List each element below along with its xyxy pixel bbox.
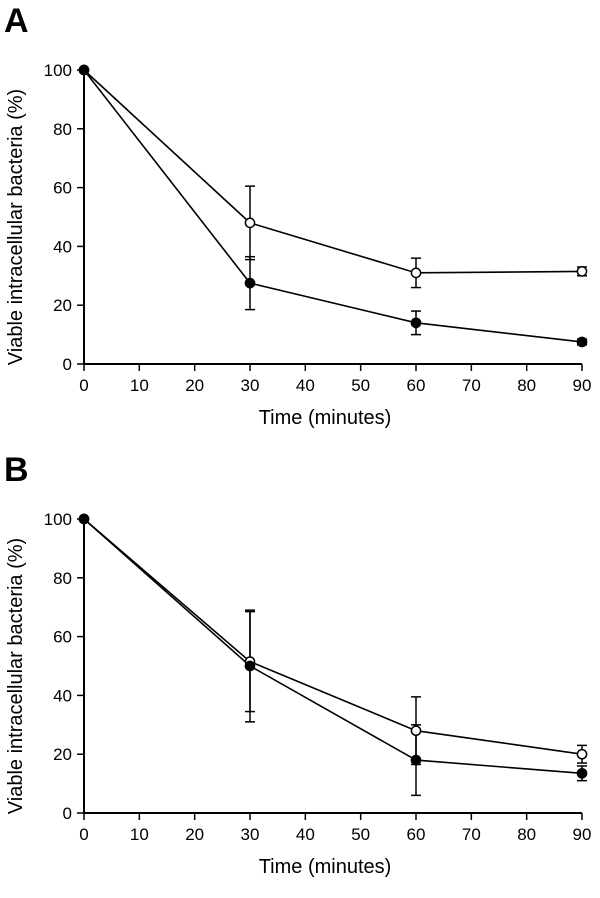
- x-tick-label: 10: [130, 825, 149, 844]
- y-tick-label: 20: [53, 745, 72, 764]
- y-tick-label: 0: [63, 355, 72, 374]
- x-tick-label: 0: [79, 376, 88, 395]
- series-line: [83, 69, 583, 274]
- data-point-filled: [576, 336, 588, 348]
- panel-label: B: [4, 451, 29, 489]
- y-axis-label: Viable intracellular bacteria (%): [5, 89, 27, 365]
- data-point-filled: [410, 754, 422, 766]
- x-tick-label: 90: [573, 825, 592, 844]
- y-tick-label: 80: [53, 120, 72, 139]
- panel-label: A: [4, 2, 29, 40]
- x-tick-label: 80: [517, 376, 536, 395]
- series-line: [83, 69, 583, 343]
- chart-panel-a: A 0 10 20 30 40 50 60 70 80 90 0 20 40 60 80 100 Time (m…: [4, 2, 592, 429]
- data-point-open: [410, 725, 422, 737]
- data-point-open: [576, 748, 588, 760]
- x-tick-label: 20: [185, 825, 204, 844]
- y-tick-label: 0: [63, 804, 72, 823]
- x-tick-label: 60: [407, 376, 426, 395]
- data-point-open: [244, 217, 256, 229]
- x-tick-label: 60: [407, 825, 426, 844]
- y-tick-label: 100: [44, 510, 72, 529]
- x-tick-label: 70: [462, 376, 481, 395]
- x-tick-label: 50: [351, 825, 370, 844]
- x-tick-label: 30: [241, 825, 260, 844]
- x-tick-label: 50: [351, 376, 370, 395]
- chart-a: 0 10 20 30 40 50 60 70 80 90 0 20 40 60 80 100 Time (min…: [5, 61, 592, 429]
- data-point-filled: [576, 767, 588, 779]
- data-point-filled: [244, 277, 256, 289]
- y-tick-label: 80: [53, 569, 72, 588]
- data-point-filled: [244, 660, 256, 672]
- data-point-filled: [78, 513, 90, 525]
- y-tick-label: 40: [53, 686, 72, 705]
- y-tick-label: 60: [53, 628, 72, 647]
- data-point-open: [576, 266, 588, 277]
- x-axis-label: Time (minutes): [259, 856, 392, 878]
- data-point-filled: [410, 317, 422, 329]
- x-tick-label: 30: [241, 376, 260, 395]
- y-tick-label: 40: [53, 237, 72, 256]
- chart-b: 0 10 20 30 40 50 60 70 80 90 0 20 40 60 80 100 Time (min…: [5, 510, 592, 878]
- series-line: [83, 518, 583, 775]
- x-tick-label: 70: [462, 825, 481, 844]
- y-axis-label: Viable intracellular bacteria (%): [5, 538, 27, 814]
- x-tick-label: 10: [130, 376, 149, 395]
- series-line: [83, 518, 583, 755]
- x-axis-label: Time (minutes): [259, 407, 392, 429]
- chart-panel-b: B 0 10 20 30 40 50 60 70 80 90 0 20 40 60 80 100 Time (m…: [0, 449, 600, 898]
- x-tick-label: 20: [185, 376, 204, 395]
- data-point-open: [410, 267, 422, 279]
- y-tick-label: 100: [44, 61, 72, 80]
- x-tick-label: 90: [573, 376, 592, 395]
- x-tick-label: 40: [296, 376, 315, 395]
- x-tick-label: 0: [79, 825, 88, 844]
- x-tick-label: 80: [517, 825, 536, 844]
- data-point-filled: [78, 64, 90, 76]
- y-tick-label: 20: [53, 296, 72, 315]
- x-tick-label: 40: [296, 825, 315, 844]
- y-tick-label: 60: [53, 179, 72, 198]
